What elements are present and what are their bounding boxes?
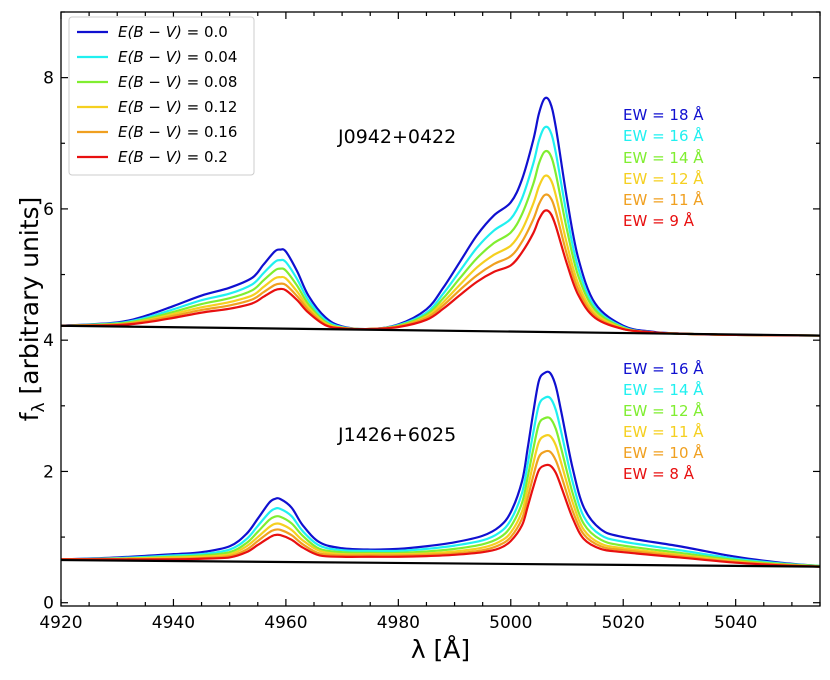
continuum-line-1	[61, 324, 820, 337]
legend-entry-1: E(B − V) = 0.0	[118, 23, 228, 41]
legend-entry-value: = 0.16	[182, 123, 238, 141]
legend: E(B − V) = 0.0E(B − V) = 0.04E(B − V) = …	[68, 16, 255, 176]
legend-entry-5: E(B − V) = 0.16	[118, 123, 237, 141]
ew-label-2-4: EW = 11 Å	[623, 422, 704, 441]
legend-entry-paren: (B − V)	[127, 148, 181, 166]
legend-entry-value: = 0.08	[182, 73, 238, 91]
legend-entry-paren: (B − V)	[127, 23, 181, 41]
ew-label-1-4: EW = 12 Å	[623, 169, 704, 188]
legend-entry-paren: (B − V)	[127, 98, 181, 116]
panel-1-series	[61, 96, 820, 337]
panel-2-series	[61, 370, 820, 568]
ew-label-1-6: EW = 9 Å	[623, 211, 695, 230]
x-tick-label: 5000	[489, 613, 532, 633]
legend-entry-paren: (B − V)	[127, 123, 181, 141]
ew-label-1-1: EW = 18 Å	[623, 105, 704, 124]
legend-entry-var: E	[118, 123, 128, 141]
legend-entry-value: = 0.2	[182, 148, 228, 166]
series-line-1-4	[61, 174, 820, 337]
legend-entry-6: E(B − V) = 0.2	[118, 148, 228, 166]
x-tick-label: 4960	[264, 613, 307, 633]
series-line-2-2	[61, 395, 820, 568]
object-label-top: J0942+0422	[337, 126, 456, 148]
legend-entry-var: E	[118, 48, 128, 66]
continuum-line-2	[61, 558, 820, 568]
x-tick-label: 4980	[377, 613, 420, 633]
ew-label-1-3: EW = 14 Å	[623, 148, 704, 167]
series-line-2-6	[61, 463, 820, 568]
legend-entry-var: E	[118, 98, 128, 116]
legend-entry-paren: (B − V)	[127, 73, 181, 91]
x-tick-label: 4940	[152, 613, 195, 633]
y-tick-label: 0	[43, 594, 54, 614]
ew-label-2-5: EW = 10 Å	[623, 443, 704, 462]
ew-label-2-6: EW = 8 Å	[623, 464, 695, 483]
y-axis-title-subscript: λ	[29, 402, 49, 412]
ew-label-2-2: EW = 14 Å	[623, 380, 704, 399]
y-axis-title-rest: [arbitrary units]	[15, 197, 44, 403]
series-line-2-3	[61, 416, 820, 568]
object-label-bottom: J1426+6025	[337, 424, 456, 446]
curves-layer	[61, 96, 820, 568]
legend-entry-3: E(B − V) = 0.08	[118, 73, 237, 91]
legend-entry-value: = 0.04	[182, 48, 238, 66]
annotations-layer: J0942+0422 J1426+6025 EW = 18 Å EW = 16 Å…	[337, 105, 704, 483]
legend-entry-4: E(B − V) = 0.12	[118, 98, 237, 116]
legend-entry-2: E(B − V) = 0.04	[118, 48, 237, 66]
y-tick-label: 8	[43, 69, 54, 89]
legend-entry-var: E	[118, 23, 128, 41]
series-line-2-5	[61, 449, 820, 568]
series-line-1-3	[61, 149, 820, 337]
series-line-1-6	[61, 209, 820, 337]
y-tick-label: 4	[43, 331, 54, 351]
legend-entry-value: = 0.12	[182, 98, 238, 116]
ew-label-1-5: EW = 11 Å	[623, 190, 704, 209]
x-tick-label: 4920	[39, 613, 82, 633]
legend-entry-paren: (B − V)	[127, 48, 181, 66]
legend-box	[68, 16, 255, 176]
series-line-1-5	[61, 193, 820, 337]
legend-entry-var: E	[118, 73, 128, 91]
plot-frame	[60, 11, 821, 607]
y-axis-title: fλ [arbitrary units]	[15, 197, 49, 422]
x-tick-label: 5020	[602, 613, 645, 633]
x-axis-title: λ [Å]	[411, 635, 470, 664]
y-tick-label: 2	[43, 462, 54, 482]
series-line-1-1	[61, 96, 820, 337]
y-axis-title-main: f	[15, 411, 44, 421]
legend-entry-var: E	[118, 148, 128, 166]
ew-label-1-2: EW = 16 Å	[623, 126, 704, 145]
axes-layer: 4920 4940 4960 4980 5000 5020 5040 0 2 4 6 8 λ [Å] fλ…	[15, 11, 821, 664]
series-line-2-1	[61, 370, 820, 568]
legend-entry-value: = 0.0	[182, 23, 228, 41]
ew-label-2-1: EW = 16 Å	[623, 359, 704, 378]
ew-label-2-3: EW = 12 Å	[623, 401, 704, 420]
series-line-2-4	[61, 433, 820, 568]
x-tick-label: 5040	[714, 613, 757, 633]
series-line-1-2	[61, 125, 820, 337]
y-tick-label: 6	[43, 200, 54, 220]
plot-area	[61, 96, 820, 568]
